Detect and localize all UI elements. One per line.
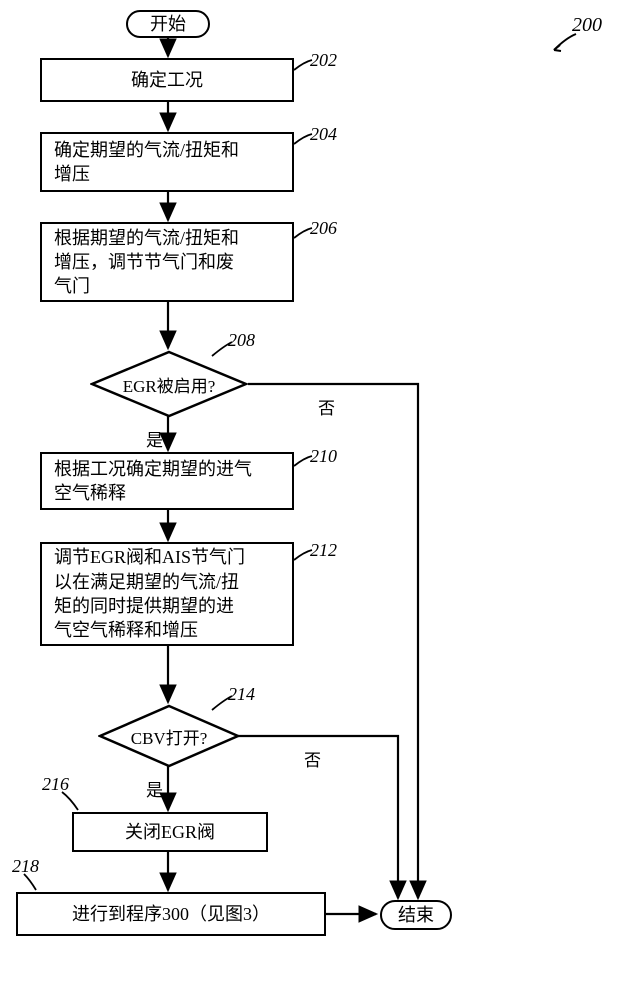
- end-terminal: 结束: [380, 900, 452, 930]
- decision-214: CBV打开?: [98, 704, 240, 768]
- decision-208: EGR被启用?: [90, 350, 248, 418]
- edge-208-yes: 是: [146, 426, 163, 451]
- decision-208-text: EGR被启用?: [123, 372, 216, 397]
- process-202-text: 确定工况: [131, 68, 203, 92]
- ref-206: 206: [310, 218, 337, 239]
- start-terminal: 开始: [126, 10, 210, 38]
- process-206: 根据期望的气流/扭矩和 增压，调节节气门和废 气门: [40, 222, 294, 302]
- process-210: 根据工况确定期望的进气 空气稀释: [40, 452, 294, 510]
- ref-216: 216: [42, 774, 69, 795]
- process-212-text: 调节EGR阀和AIS节气门 以在满足期望的气流/扭 矩的同时提供期望的进 气空气…: [54, 545, 245, 642]
- process-216-text: 关闭EGR阀: [125, 820, 215, 844]
- ref-212: 212: [310, 540, 337, 561]
- end-label: 结束: [398, 903, 434, 927]
- process-212: 调节EGR阀和AIS节气门 以在满足期望的气流/扭 矩的同时提供期望的进 气空气…: [40, 542, 294, 646]
- flowchart-canvas: 200 开始 确定工况 202 确定期望的气流/扭矩和 增压 204 根据期望的…: [0, 0, 618, 1000]
- edge-214-no: 否: [304, 746, 321, 771]
- edge-214-yes: 是: [146, 776, 163, 801]
- edge-208-no: 否: [318, 394, 335, 419]
- process-218: 进行到程序300（见图3）: [16, 892, 326, 936]
- process-210-text: 根据工况确定期望的进气 空气稀释: [54, 457, 252, 506]
- ref-208: 208: [228, 330, 255, 351]
- process-218-text: 进行到程序300（见图3）: [72, 902, 270, 926]
- process-216: 关闭EGR阀: [72, 812, 268, 852]
- process-202: 确定工况: [40, 58, 294, 102]
- ref-210: 210: [310, 446, 337, 467]
- ref-204: 204: [310, 124, 337, 145]
- ref-214: 214: [228, 684, 255, 705]
- ref-218: 218: [12, 856, 39, 877]
- decision-214-text: CBV打开?: [131, 724, 208, 749]
- ref-202: 202: [310, 50, 337, 71]
- process-206-text: 根据期望的气流/扭矩和 增压，调节节气门和废 气门: [54, 226, 239, 299]
- figure-number: 200: [572, 14, 602, 37]
- process-204: 确定期望的气流/扭矩和 增压: [40, 132, 294, 192]
- start-label: 开始: [150, 12, 186, 36]
- process-204-text: 确定期望的气流/扭矩和 增压: [54, 138, 239, 187]
